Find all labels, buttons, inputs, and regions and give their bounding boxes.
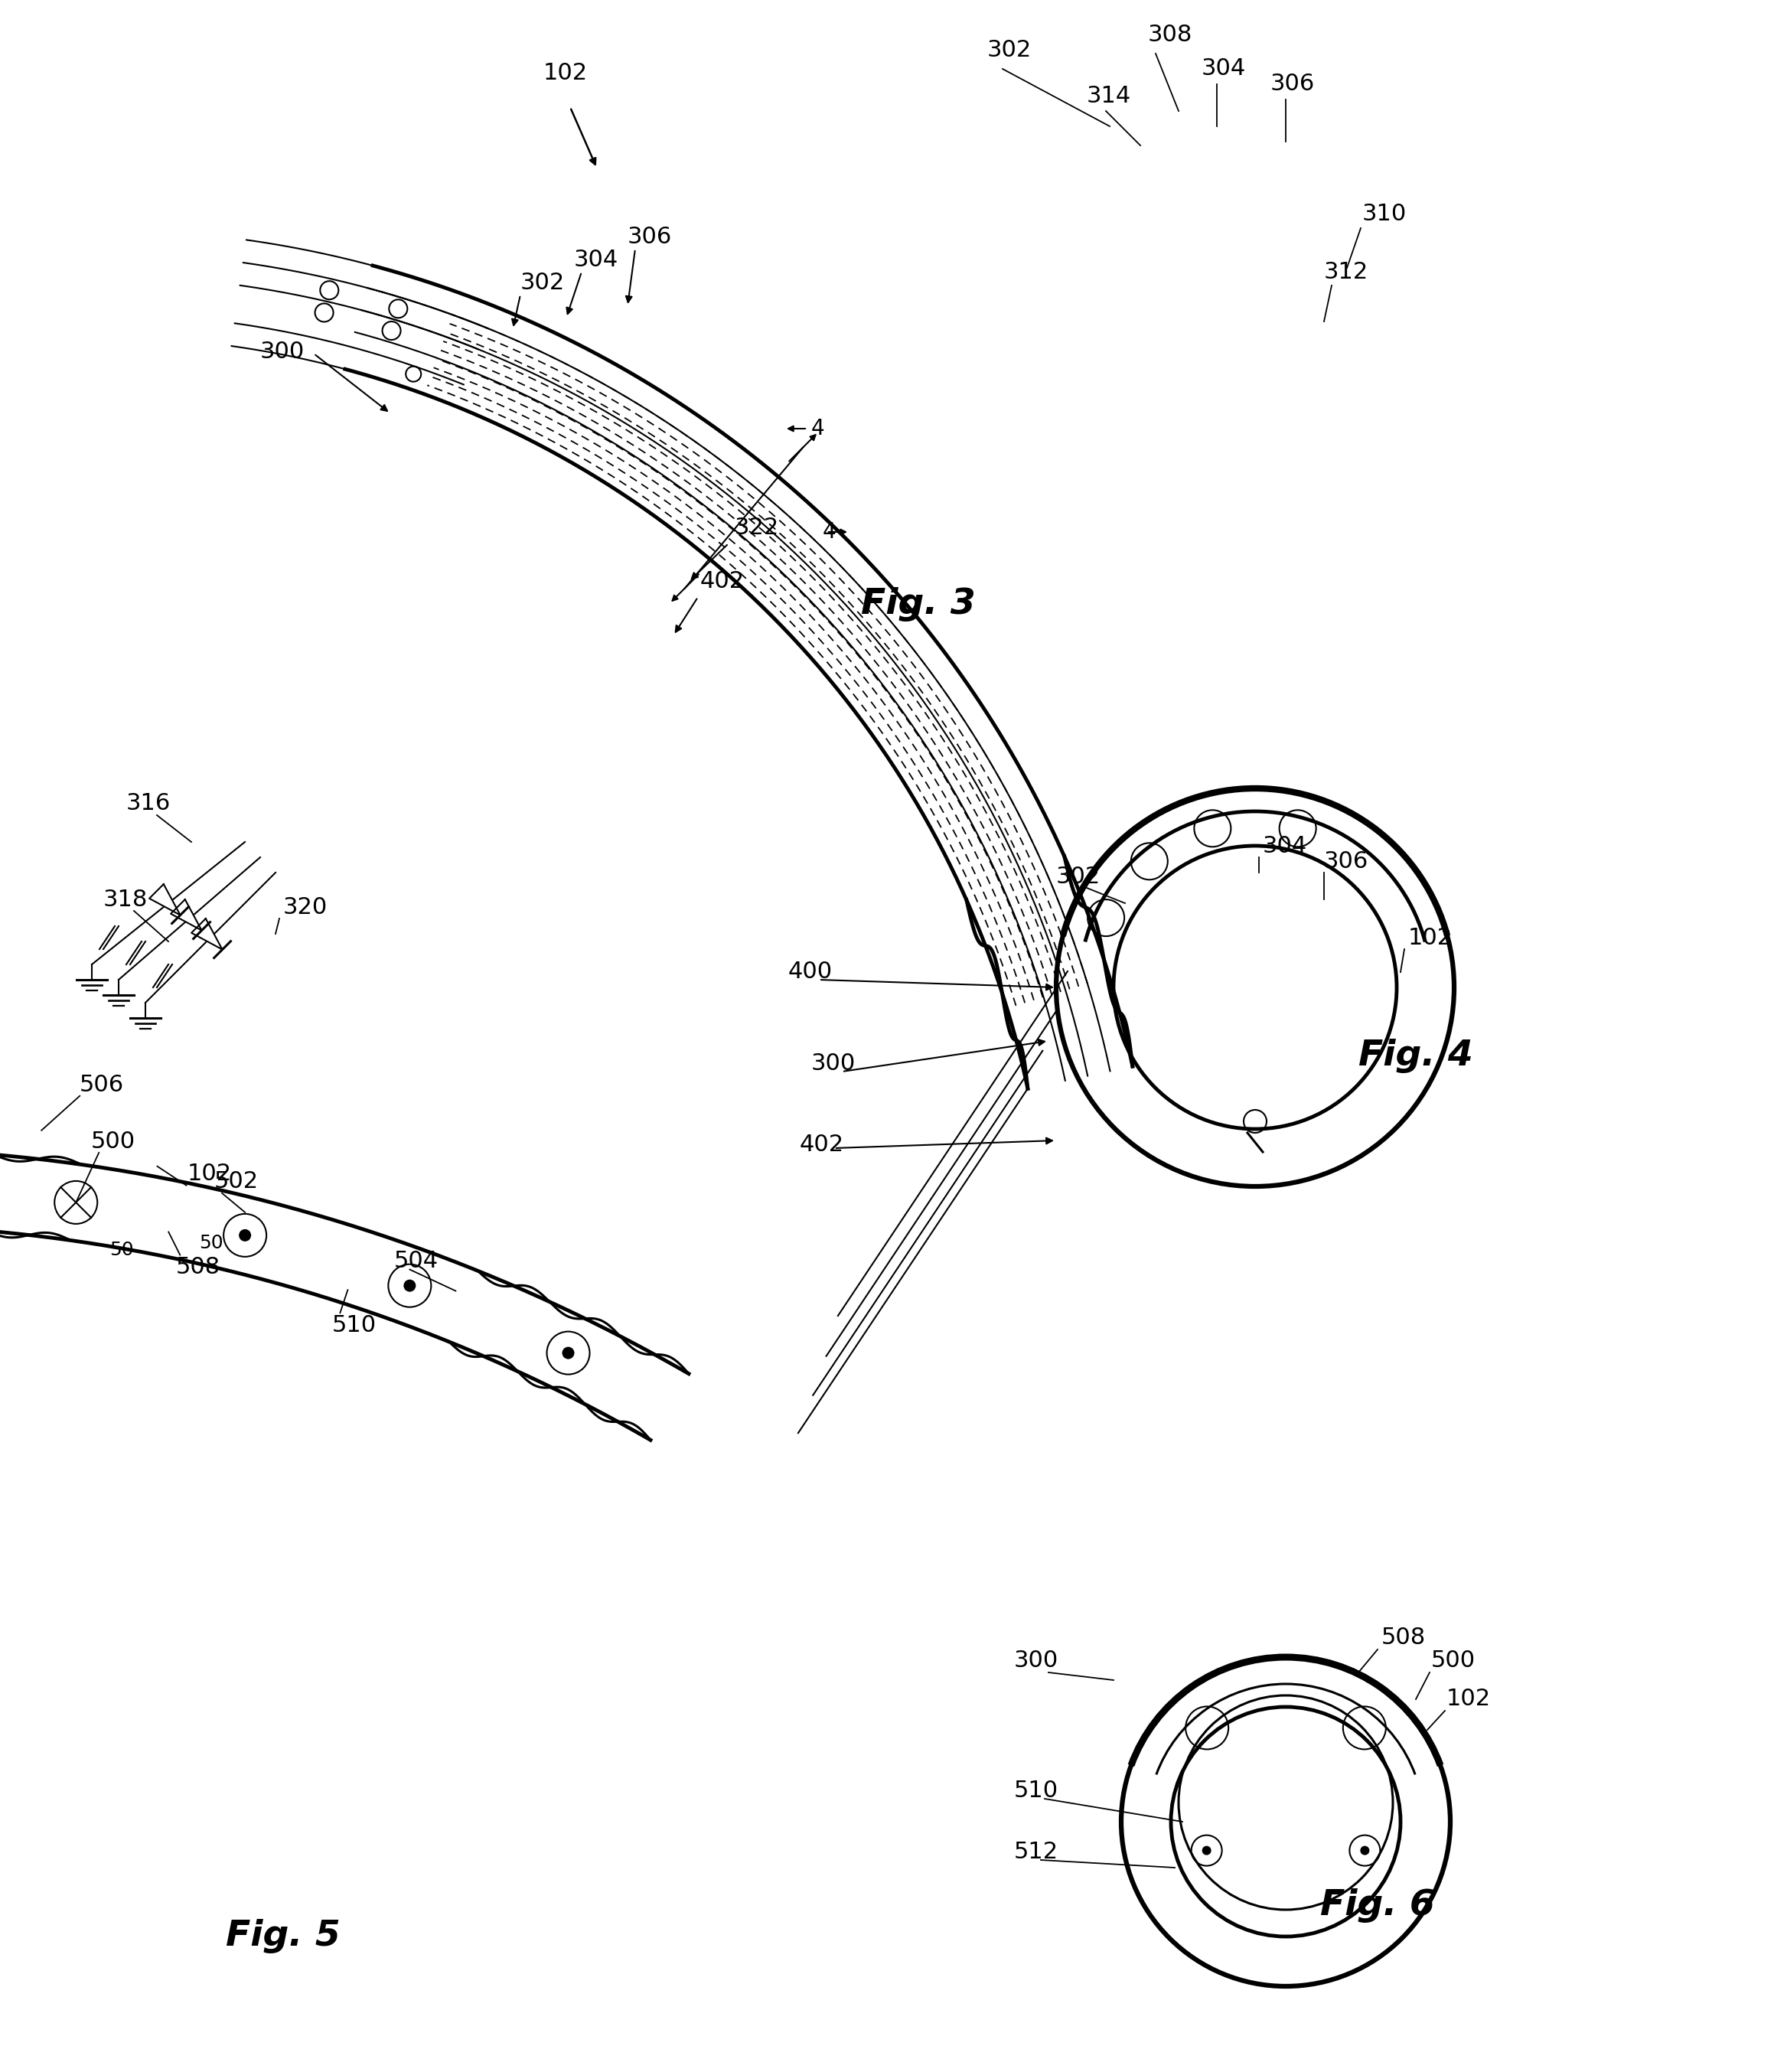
Text: 306: 306 <box>1323 850 1368 872</box>
Text: 304: 304 <box>1263 835 1307 858</box>
Text: 302: 302 <box>520 271 564 294</box>
Text: 512: 512 <box>1015 1842 1059 1863</box>
Text: 4: 4 <box>811 419 825 439</box>
Text: 102: 102 <box>543 62 587 83</box>
Text: 500: 500 <box>1432 1649 1476 1672</box>
Polygon shape <box>149 885 181 916</box>
Text: 304: 304 <box>575 249 619 271</box>
Text: 320: 320 <box>284 895 328 918</box>
Text: 510: 510 <box>332 1314 376 1336</box>
Text: 300: 300 <box>261 342 305 363</box>
Text: 50: 50 <box>110 1241 133 1260</box>
Text: 4: 4 <box>823 522 836 543</box>
Text: Fig. 3: Fig. 3 <box>860 588 976 622</box>
Text: 310: 310 <box>1362 203 1407 226</box>
Text: 500: 500 <box>90 1129 135 1152</box>
Text: 510: 510 <box>1015 1780 1059 1803</box>
Polygon shape <box>170 899 202 930</box>
Text: 300: 300 <box>1015 1649 1059 1672</box>
Circle shape <box>562 1347 575 1359</box>
Text: 504: 504 <box>394 1249 438 1272</box>
Text: Fig. 4: Fig. 4 <box>1359 1038 1472 1073</box>
Text: 316: 316 <box>126 794 170 814</box>
Text: 306: 306 <box>628 226 672 249</box>
Text: 400: 400 <box>788 961 832 984</box>
Text: 102: 102 <box>1446 1689 1490 1709</box>
Text: 508: 508 <box>176 1256 220 1278</box>
Circle shape <box>239 1229 252 1241</box>
Text: 402: 402 <box>800 1133 844 1156</box>
Text: 318: 318 <box>103 889 147 910</box>
Text: 302: 302 <box>988 39 1032 60</box>
Text: 102: 102 <box>188 1162 232 1185</box>
Text: 314: 314 <box>1087 85 1132 108</box>
Text: Fig. 6: Fig. 6 <box>1320 1890 1435 1923</box>
Text: 304: 304 <box>1201 58 1245 81</box>
Circle shape <box>1203 1846 1212 1854</box>
Text: 506: 506 <box>80 1073 124 1096</box>
Text: 300: 300 <box>811 1053 855 1075</box>
Text: 50: 50 <box>199 1233 224 1251</box>
Text: 102: 102 <box>1409 926 1453 949</box>
Circle shape <box>403 1280 415 1291</box>
Circle shape <box>1361 1846 1370 1854</box>
Text: 308: 308 <box>1148 23 1192 46</box>
Text: 312: 312 <box>1323 261 1368 282</box>
Text: 508: 508 <box>1382 1627 1426 1649</box>
Text: 402: 402 <box>701 570 745 593</box>
Text: 322: 322 <box>734 518 779 539</box>
Text: Fig. 5: Fig. 5 <box>225 1919 341 1954</box>
Text: 502: 502 <box>215 1171 259 1193</box>
Text: 306: 306 <box>1270 73 1315 95</box>
Polygon shape <box>192 918 222 949</box>
Text: 302: 302 <box>1056 866 1100 887</box>
